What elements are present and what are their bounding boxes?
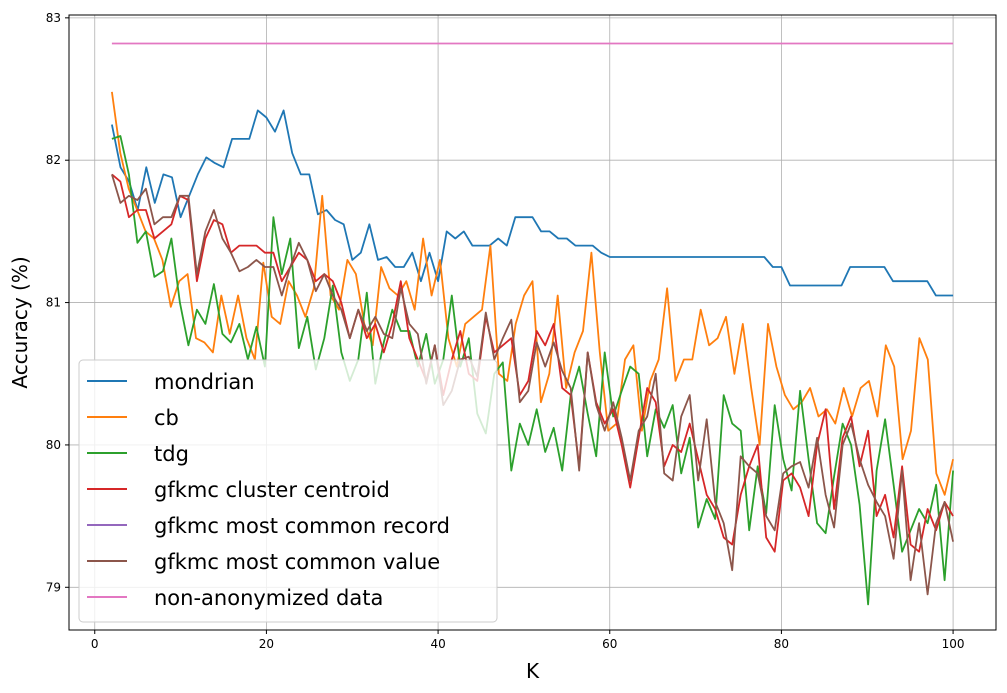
legend-label: non-anonymized data <box>154 586 383 610</box>
legend-label: tdg <box>154 442 189 466</box>
legend-label: gfkmc most common value <box>154 550 440 574</box>
y-tick-label: 83 <box>46 11 61 25</box>
series-line-tdg <box>111 135 954 606</box>
legend-box <box>78 359 498 623</box>
plot-frame <box>68 14 997 631</box>
series-line-gfkmc-most-common-value <box>111 174 954 596</box>
legend-label: cb <box>154 406 179 430</box>
x-tick-label: 40 <box>430 637 445 651</box>
legend-label: gfkmc cluster centroid <box>154 478 390 502</box>
legend-label: mondrian <box>154 370 255 394</box>
series-line-gfkmc-cluster-centroid <box>111 173 954 553</box>
series-lines <box>111 42 954 606</box>
series-line-mondrian <box>111 109 954 297</box>
legend: mondrian cb tdg gfkmc cluster centroid gfkmc… <box>78 359 498 623</box>
y-axis-title: Accuracy (%) <box>8 256 32 388</box>
x-tick-label: 100 <box>942 637 965 651</box>
series-line-cb <box>111 91 954 496</box>
y-axis-ticks: 79 80 81 82 83 <box>46 11 69 594</box>
x-tick-label: 20 <box>259 637 274 651</box>
x-axis-title: K <box>526 659 540 683</box>
x-axis-ticks: 0 20 40 60 80 100 <box>91 630 965 651</box>
legend-label: gfkmc most common record <box>154 514 450 538</box>
y-tick-label: 80 <box>46 438 61 452</box>
x-tick-label: 0 <box>91 637 99 651</box>
y-tick-label: 79 <box>46 580 61 594</box>
x-tick-label: 60 <box>602 637 617 651</box>
x-tick-label: 80 <box>774 637 789 651</box>
y-tick-label: 81 <box>46 296 61 310</box>
y-tick-label: 82 <box>46 153 61 167</box>
